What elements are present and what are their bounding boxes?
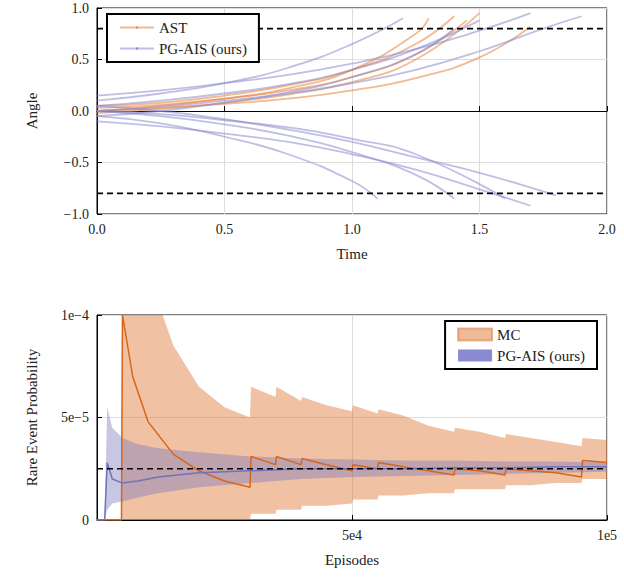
svg-text:5e−5: 5e−5 (61, 410, 89, 425)
svg-text:PG-AIS (ours): PG-AIS (ours) (159, 41, 247, 58)
svg-text:−0.5: −0.5 (64, 155, 89, 170)
svg-text:0.5: 0.5 (72, 52, 90, 67)
svg-text:−1.0: −1.0 (64, 207, 89, 222)
svg-text:Time: Time (336, 246, 367, 262)
svg-text:Angle: Angle (24, 92, 40, 129)
svg-text:1.0: 1.0 (343, 222, 361, 237)
svg-text:0: 0 (82, 513, 89, 528)
svg-text:MC: MC (497, 327, 520, 343)
svg-text:0.0: 0.0 (72, 104, 90, 119)
svg-text:5e4: 5e4 (342, 528, 362, 543)
svg-text:1.5: 1.5 (471, 222, 489, 237)
svg-text:0.0: 0.0 (88, 222, 106, 237)
svg-text:Episodes: Episodes (325, 552, 379, 568)
svg-text:AST: AST (159, 20, 187, 36)
svg-text:1.0: 1.0 (72, 1, 90, 16)
svg-text:1e−4: 1e−4 (61, 308, 89, 323)
svg-text:1e5: 1e5 (597, 528, 617, 543)
svg-text:2.0: 2.0 (598, 222, 616, 237)
svg-text:Rare Event Probability: Rare Event Probability (24, 348, 40, 486)
svg-text:PG-AIS (ours): PG-AIS (ours) (497, 348, 585, 365)
svg-text:0.5: 0.5 (216, 222, 234, 237)
